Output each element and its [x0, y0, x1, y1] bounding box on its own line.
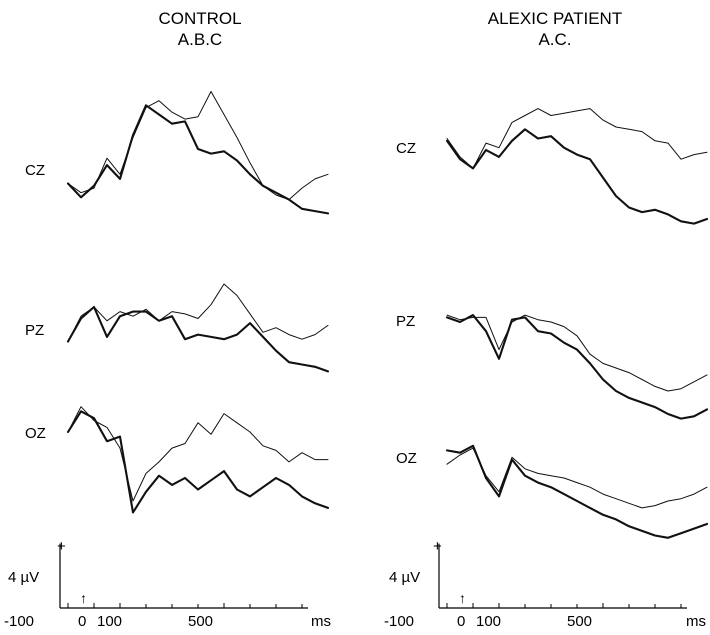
patient-oz-thin-waveform: [446, 447, 708, 509]
patient-pz-thick-waveform: [445, 314, 709, 420]
control-channel-pz-label: PZ: [25, 322, 45, 339]
patient-channel-pz-label: PZ: [396, 313, 416, 330]
patient-tick-500: 500: [567, 613, 593, 630]
control-pz-thin-waveform: [67, 283, 329, 342]
patient-stimulus-arrow-icon: ↑: [459, 590, 466, 606]
control-oz-thick-waveform: [66, 410, 330, 514]
patient-subtitle: A.C.: [538, 30, 572, 49]
patient-title: ALEXIC PATIENT: [487, 9, 623, 28]
control-title: CONTROL: [158, 9, 242, 28]
control-cz-thin-waveform: [67, 91, 329, 201]
patient-pz-thin-waveform: [446, 314, 708, 392]
patient-oz-thick-waveform: [445, 444, 709, 539]
control-tick-ms: ms: [311, 613, 331, 630]
patient-cz-thick-waveform: [445, 128, 709, 225]
control-tick-0: 0: [78, 613, 87, 630]
control-pz-thick-waveform: [66, 305, 330, 373]
control-oz-thin-waveform: [67, 406, 329, 502]
patient-tick-minus100: -100: [384, 613, 415, 630]
patient-channel-oz-label: OZ: [396, 450, 417, 467]
control-tick-100: 100: [97, 613, 123, 630]
patient-tick-ms: ms: [686, 613, 706, 630]
control-channel-oz-label: OZ: [25, 425, 46, 442]
patient-scale-label: 4 µV: [389, 569, 421, 586]
control-plus-label: +: [57, 538, 66, 555]
control-channel-cz-label: CZ: [25, 162, 45, 179]
patient-tick-0: 0: [457, 613, 466, 630]
control-subtitle: A.B.C: [177, 30, 223, 49]
control-stimulus-arrow-icon: ↑: [80, 590, 87, 606]
control-scale-label: 4 µV: [8, 569, 40, 586]
control-tick-minus100: -100: [4, 613, 35, 630]
patient-cz-thin-waveform: [446, 108, 708, 169]
patient-channel-cz-label: CZ: [396, 140, 416, 157]
control-tick-500: 500: [188, 613, 214, 630]
patient-tick-100: 100: [476, 613, 502, 630]
control-panel-title: CONTROL A.B.C: [95, 8, 305, 50]
control-cz-thick-waveform: [66, 104, 330, 215]
patient-plus-label: +: [433, 538, 442, 555]
patient-panel-title: ALEXIC PATIENT A.C.: [430, 8, 680, 50]
